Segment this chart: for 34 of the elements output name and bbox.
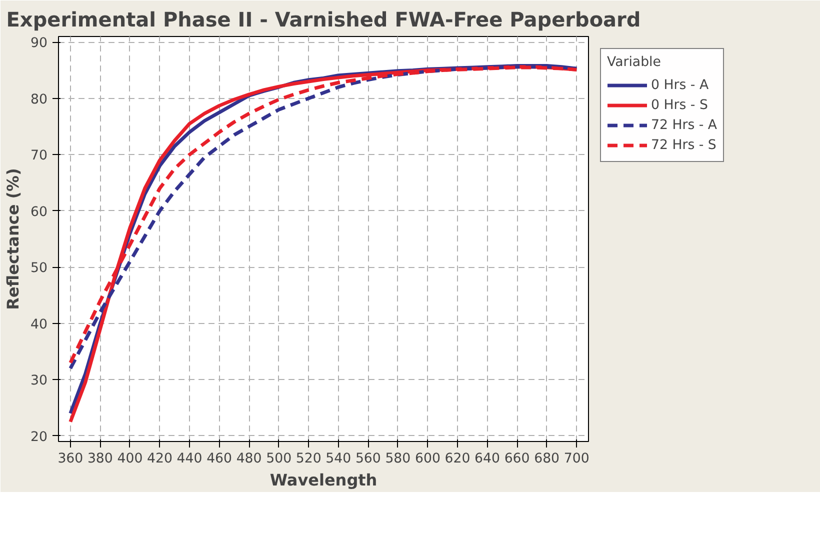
x-axis-title: Wavelength: [270, 470, 378, 490]
legend-label: 0 Hrs - A: [651, 78, 709, 92]
x-tick-label: 700: [564, 452, 590, 466]
legend-title: Variable: [607, 55, 662, 70]
y-tick-label: 20: [30, 430, 48, 445]
x-tick-label: 680: [534, 452, 560, 466]
x-tick-label: 480: [236, 452, 262, 466]
y-tick-label: 80: [30, 92, 48, 108]
x-tick-label: 660: [504, 452, 530, 466]
x-tick-label: 560: [355, 452, 381, 466]
x-tick-label: 620: [444, 452, 470, 466]
x-tick-label: 400: [117, 452, 143, 466]
x-tick-label: 520: [296, 452, 322, 466]
x-tick-label: 640: [474, 452, 500, 466]
y-tick-label: 30: [30, 374, 48, 389]
x-tick-label: 440: [176, 452, 202, 466]
legend-label: 72 Hrs - A: [651, 118, 718, 132]
x-tick-label: 420: [147, 452, 172, 466]
x-tick-label: 580: [385, 452, 411, 466]
y-tick-label: 40: [30, 317, 48, 332]
y-tick-label: 60: [30, 204, 48, 220]
legend-label: 72 Hrs - S: [651, 138, 716, 152]
x-tick-label: 540: [326, 452, 352, 466]
x-tick-label: 600: [414, 452, 440, 466]
y-tick-label: 50: [30, 261, 48, 276]
y-tick-label: 90: [30, 36, 48, 52]
chart-title: Experimental Phase II - Varnished FWA-Free Paperboard: [6, 8, 641, 32]
x-tick-label: 360: [58, 452, 84, 466]
x-tick-label: 460: [206, 452, 232, 466]
x-tick-label: 500: [266, 452, 292, 466]
y-tick-label: 70: [30, 148, 48, 164]
y-axis-title: Reflectance (%): [4, 168, 23, 310]
x-tick-label: 380: [87, 452, 113, 466]
legend-label: 0 Hrs - S: [651, 98, 708, 112]
